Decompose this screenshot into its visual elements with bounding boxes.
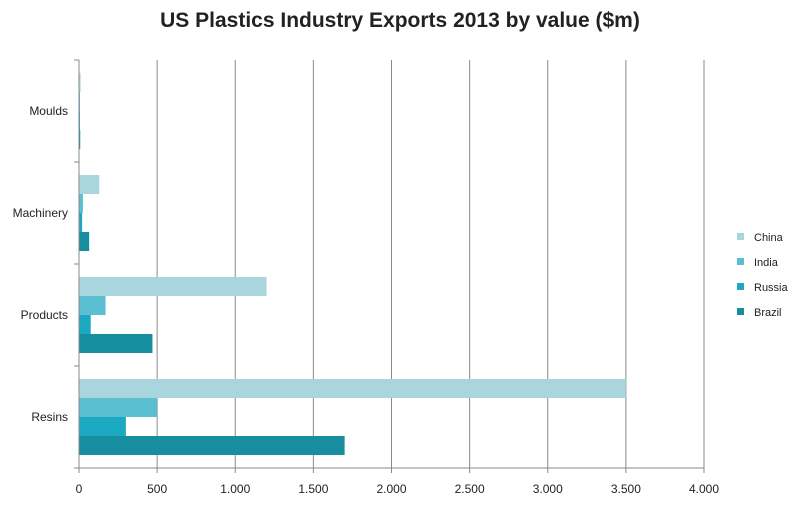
category-label: Products [21, 308, 68, 322]
x-tick-label: 1.500 [298, 482, 328, 496]
bar-china-products [79, 277, 267, 296]
legend-label: Russia [754, 282, 789, 294]
bar-china-moulds [79, 73, 81, 92]
category-label: Moulds [29, 104, 68, 118]
x-tick-label: 3.000 [533, 482, 563, 496]
bar-india-machinery [79, 194, 83, 213]
chart-title: US Plastics Industry Exports 2013 by val… [160, 9, 640, 32]
legend-swatch [737, 283, 744, 290]
axes: 0 500 1.000 1.500 2.000 2.500 3.000 3.500 4.000 M… [13, 59, 719, 496]
bars [79, 73, 626, 455]
bar-china-machinery [79, 175, 100, 194]
legend-label: India [754, 257, 779, 269]
bar-india-resins [79, 398, 158, 417]
bar-brazil-resins [79, 436, 345, 455]
bar-india-products [79, 296, 106, 315]
x-tick-label: 2.000 [376, 482, 406, 496]
bar-brazil-machinery [79, 232, 90, 251]
legend-swatch [737, 308, 744, 315]
bar-brazil-moulds [79, 130, 81, 149]
bar-russia-resins [79, 417, 126, 436]
legend-label: Brazil [754, 307, 782, 319]
x-tick-label: 2.500 [455, 482, 485, 496]
x-tick-label: 0 [76, 482, 83, 496]
legend-swatch [737, 258, 744, 265]
legend-label: China [754, 232, 784, 244]
x-tick-label: 3.500 [611, 482, 641, 496]
legend-swatch [737, 233, 744, 240]
x-tick-label: 1.000 [220, 482, 250, 496]
x-tick-label: 4.000 [689, 482, 719, 496]
bar-china-resins [79, 379, 626, 398]
category-label: Machinery [13, 206, 68, 220]
gridlines [156, 60, 705, 468]
legend: China India Russia Brazil [737, 232, 789, 319]
x-tick-label: 500 [147, 482, 167, 496]
category-label: Resins [31, 410, 68, 424]
bar-russia-machinery [79, 213, 83, 232]
bar-brazil-products [79, 334, 153, 353]
bar-russia-products [79, 315, 91, 334]
